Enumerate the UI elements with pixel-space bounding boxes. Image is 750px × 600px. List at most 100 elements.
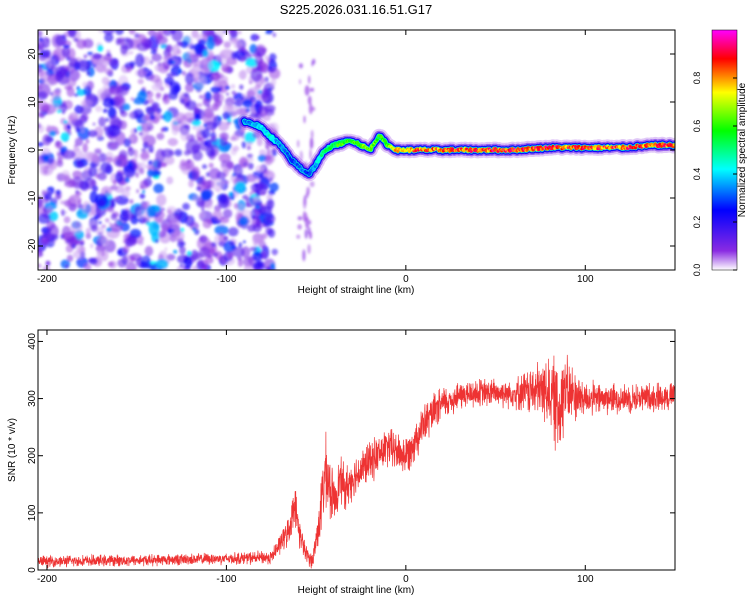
noise-blob <box>90 179 96 187</box>
noise-blob <box>214 82 220 87</box>
noise-blob <box>268 53 277 62</box>
noise-blob <box>181 263 186 267</box>
noise-blob <box>146 205 157 218</box>
noise-blob <box>164 76 175 85</box>
noise-blob <box>246 145 252 151</box>
noise-blob <box>127 236 137 244</box>
noise-blob <box>122 103 131 111</box>
noise-blob <box>266 169 271 175</box>
noise-blob <box>166 206 177 214</box>
noise-blob <box>253 261 263 270</box>
noise-blob <box>309 137 312 150</box>
noise-blob <box>96 88 105 103</box>
noise-blob <box>247 92 251 97</box>
noise-blob <box>242 194 249 200</box>
noise-blob <box>57 156 63 164</box>
noise-blob <box>180 128 190 142</box>
noise-blob <box>219 49 235 59</box>
noise-blob <box>60 170 71 183</box>
noise-blob <box>63 120 68 124</box>
noise-blob <box>196 103 203 108</box>
noise-blob <box>150 49 157 55</box>
noise-blob <box>113 93 123 106</box>
noise-blob <box>269 68 281 80</box>
noise-blob <box>38 63 43 69</box>
noise-blob <box>129 256 136 262</box>
noise-blob <box>247 162 254 170</box>
noise-blob <box>102 30 115 35</box>
noise-blob <box>166 72 175 78</box>
noise-blob <box>140 152 150 160</box>
noise-blob <box>61 111 65 115</box>
noise-blob <box>80 241 85 246</box>
noise-blob <box>114 185 125 194</box>
noise-blob <box>234 100 243 107</box>
noise-blob <box>231 133 240 141</box>
noise-blob <box>139 260 148 269</box>
noise-blob <box>160 148 175 158</box>
noise-blob <box>100 162 112 174</box>
noise-blob <box>252 130 261 139</box>
noise-blob <box>60 209 66 217</box>
noise-blob <box>228 192 233 197</box>
noise-blob <box>164 155 175 165</box>
noise-blob <box>183 96 188 103</box>
noise-blob <box>171 118 184 132</box>
noise-blob <box>125 261 137 270</box>
noise-blob <box>256 193 261 197</box>
snr-series-line <box>38 354 675 569</box>
noise-blob <box>123 138 131 148</box>
noise-blob <box>72 250 86 259</box>
noise-blob <box>214 225 229 236</box>
noise-blob <box>260 77 267 85</box>
noise-blob <box>109 223 123 233</box>
noise-blob <box>74 137 84 147</box>
noise-blob <box>158 30 168 35</box>
noise-blob <box>38 196 43 209</box>
noise-blob <box>139 126 150 141</box>
snr-xtick-label: 0 <box>403 574 409 585</box>
noise-blob <box>102 97 115 108</box>
noise-blob <box>208 142 212 148</box>
noise-blob <box>90 224 98 232</box>
noise-blob <box>137 209 149 219</box>
noise-blob <box>102 83 111 95</box>
noise-blob <box>80 99 93 108</box>
noise-blob <box>183 112 196 122</box>
noise-blob <box>166 57 174 66</box>
noise-blob <box>114 196 120 200</box>
noise-blob <box>223 41 231 49</box>
noise-blob <box>79 104 92 115</box>
noise-blob <box>155 239 159 243</box>
noise-blob <box>309 220 312 225</box>
noise-blob <box>224 85 231 90</box>
noise-blob <box>93 214 100 220</box>
noise-blob <box>72 170 83 180</box>
noise-blob <box>168 91 179 100</box>
noise-blob <box>138 162 147 170</box>
noise-blob <box>110 142 118 149</box>
snr-frame <box>37 329 676 571</box>
noise-blob <box>152 158 162 171</box>
noise-blob <box>70 220 83 234</box>
noise-blob <box>166 253 176 261</box>
noise-blob <box>309 233 312 239</box>
noise-blob <box>255 235 265 243</box>
noise-blob <box>129 228 142 239</box>
noise-blob <box>236 107 249 116</box>
snr-ytick-label: 0 <box>27 567 38 573</box>
noise-blob <box>133 162 139 170</box>
noise-blob <box>208 162 214 169</box>
noise-blob <box>38 100 49 112</box>
noise-blob <box>122 165 136 178</box>
noise-blob <box>308 75 311 85</box>
noise-blob <box>75 126 80 133</box>
noise-blob <box>209 72 220 82</box>
noise-blob <box>198 212 206 219</box>
noise-blob <box>233 118 240 125</box>
noise-blob <box>69 70 81 81</box>
noise-blob <box>307 243 311 255</box>
noise-blob <box>68 112 79 122</box>
noise-blob <box>90 243 94 249</box>
